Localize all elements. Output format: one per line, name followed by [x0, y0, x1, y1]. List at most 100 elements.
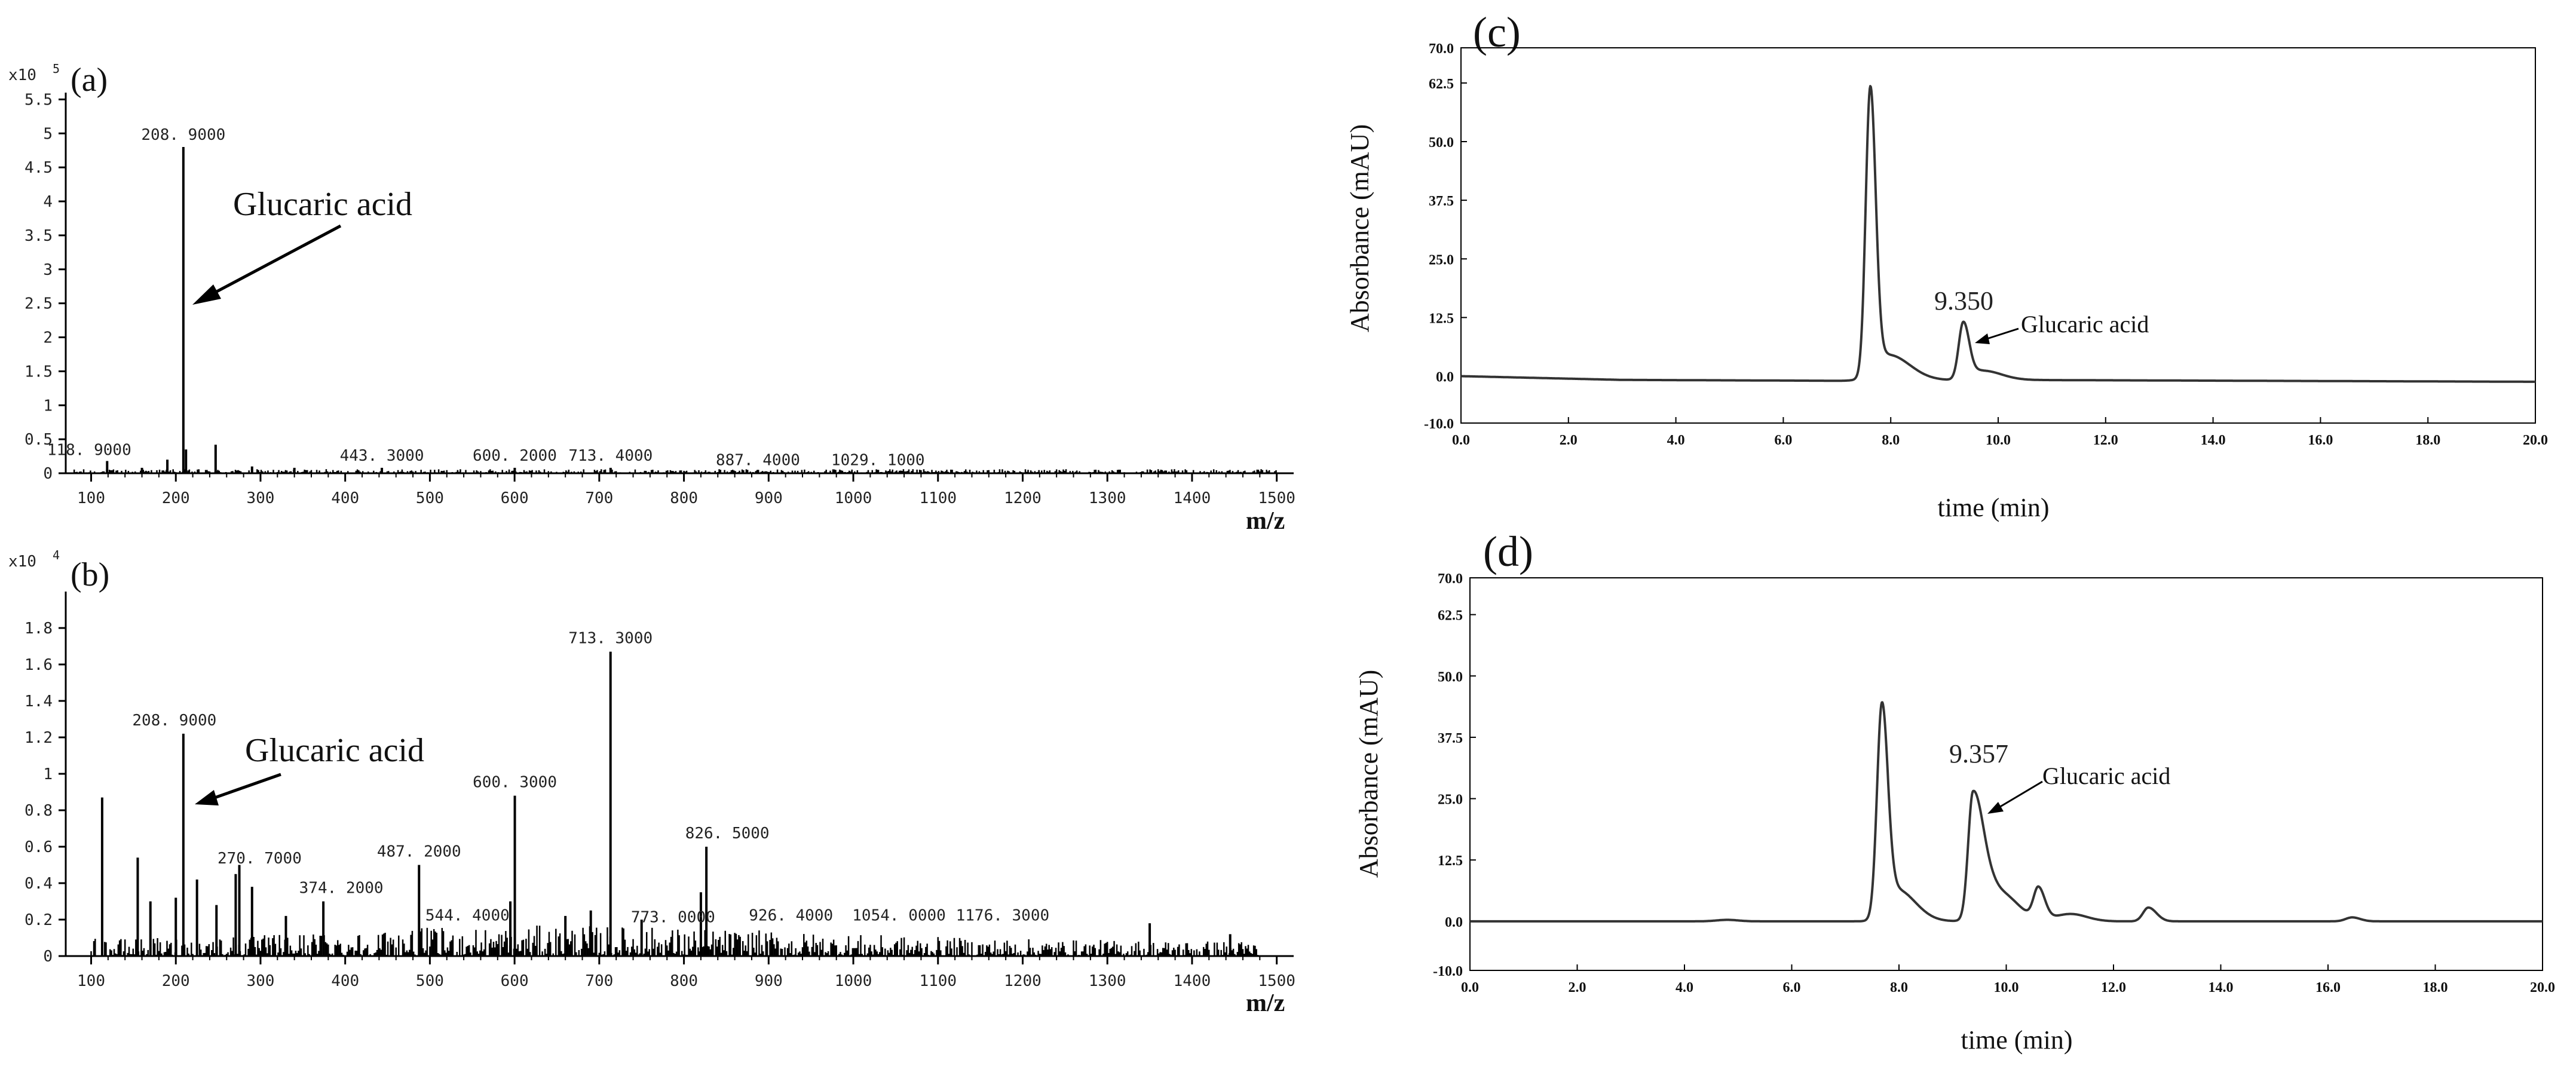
y-tick-label: 0.6 [24, 838, 53, 856]
x-tick-label: 900 [755, 972, 783, 990]
y-tick-label: 50.0 [1438, 669, 1463, 685]
x-tick-label: 700 [585, 972, 613, 990]
x-tick-label: 6.0 [1774, 433, 1792, 448]
y-tick-label: 0.5 [24, 431, 53, 449]
x-tick-label: 400 [331, 972, 359, 990]
y-tick-label: 0.8 [24, 802, 53, 820]
panel-d-label: (d) [1483, 528, 1533, 575]
x-tick-label: 300 [246, 972, 274, 990]
x-tick-label: 800 [670, 489, 698, 507]
panel-c-x-ticks: 0.0 2.0 4.0 6.0 8.0 10.0 12.0 14.0 16.0 18.0 20.0 [1452, 417, 2548, 448]
panel-d-retention-label: 9.357 [1949, 739, 2008, 768]
y-tick-label: 1.5 [24, 363, 53, 381]
x-tick-label: 1500 [1258, 489, 1295, 507]
panel-a-noise-bars [73, 469, 1277, 473]
panel-d-trace-line [1469, 701, 2544, 923]
y-tick-label: 25.0 [1438, 792, 1463, 808]
panel-b-scale-exponent: 4 [53, 548, 60, 562]
x-tick-label: 200 [162, 972, 190, 990]
peak-label: 544. 4000 [425, 906, 510, 924]
panel-a-peak-bars [106, 147, 880, 473]
panel-b-annotation-arrowhead [195, 790, 219, 805]
panel-b-peak-labels: 208. 9000 713. 3000 600. 3000 826. 5000 487.… [132, 630, 1049, 927]
panel-c-trace-line [1460, 85, 2537, 383]
y-tick-label: 0 [43, 465, 53, 483]
peak-label: 1176. 3000 [956, 906, 1050, 924]
y-tick-label: 12.5 [1438, 853, 1463, 869]
peak-label: 443. 3000 [340, 447, 424, 465]
y-tick-label: 5 [43, 125, 53, 143]
panel-b-scale-label: x10 [8, 553, 36, 571]
x-tick-label: 900 [755, 489, 783, 507]
panel-d-x-ticks: 0.0 2.0 4.0 6.0 8.0 10.0 12.0 14.0 16.0 18.0 20.0 [1461, 964, 2555, 995]
peak-label: 713. 4000 [568, 447, 653, 465]
panel-c-annotation-arrowhead [1975, 333, 1990, 344]
y-tick-label: 37.5 [1429, 194, 1454, 209]
panel-a-mass-spectrum: (a) x10 5 0 0.5 1 1.5 2 2.5 3 3.5 4 4.5 5 5.5 100 20… [8, 62, 1295, 535]
y-tick-label: 0.4 [24, 875, 53, 893]
panel-a-annotation: Glucaric acid [233, 186, 412, 223]
panel-b-y-ticks: 0 0.2 0.4 0.6 0.8 1 1.2 1.4 1.6 1.8 [24, 620, 66, 966]
y-tick-label: 25.0 [1429, 252, 1454, 268]
y-tick-label: 62.5 [1438, 608, 1463, 624]
y-tick-label: 0 [43, 948, 53, 966]
peak-label: 713. 3000 [568, 630, 653, 648]
y-tick-label: 2 [43, 329, 53, 347]
y-tick-label: 5.5 [24, 91, 53, 109]
x-tick-label: 4.0 [1676, 980, 1693, 995]
x-tick-label: 300 [246, 489, 274, 507]
y-tick-label: 0.2 [24, 911, 53, 929]
panel-b-peak-bars [100, 651, 1232, 956]
peak-label: 600. 2000 [473, 447, 557, 465]
panel-c-label: (c) [1473, 8, 1521, 56]
x-tick-label: 100 [77, 972, 105, 990]
peak-label: 118. 9000 [47, 442, 131, 460]
x-tick-label: 1200 [1004, 489, 1042, 507]
peak-label: 1029. 1000 [831, 451, 925, 469]
y-tick-label: 70.0 [1438, 571, 1463, 587]
x-tick-label: 0.0 [1461, 980, 1479, 995]
y-tick-label: 4 [43, 193, 53, 211]
x-tick-label: 0.0 [1452, 433, 1470, 448]
panel-c-annotation: Glucaric acid [2021, 311, 2149, 338]
peak-label: 600. 3000 [473, 774, 557, 792]
y-tick-label: 12.5 [1429, 311, 1454, 326]
panel-a-x-axis-label: m/z [1246, 507, 1285, 535]
y-tick-label: -10.0 [1424, 416, 1454, 432]
panel-b-mass-spectrum: (b) x10 4 0 0.2 0.4 0.6 0.8 1 1.2 1.4 1.6 1.8 100… [8, 548, 1295, 1017]
peak-label: 826. 5000 [685, 825, 770, 843]
peak-label: 887. 4000 [716, 451, 800, 469]
panel-d-annotation-arrowhead [1987, 802, 2004, 814]
y-tick-label: 1.2 [24, 729, 53, 747]
x-tick-label: 16.0 [2308, 433, 2333, 448]
panel-d-chromatogram: (d) -10.00.012.525.037.550.062.570.0 0.0… [1354, 528, 2555, 1055]
panel-d-annotation: Glucaric acid [2042, 762, 2170, 789]
panel-c-annotation-arrow [1984, 327, 2019, 341]
x-tick-label: 200 [162, 489, 190, 507]
y-tick-label: 1 [43, 397, 53, 415]
panel-b-label: (b) [71, 556, 109, 593]
panel-c-y-axis-label: Absorbance (mAU) [1345, 124, 1374, 332]
x-tick-label: 400 [331, 489, 359, 507]
peak-label: 1054. 0000 [852, 906, 946, 924]
y-tick-label: 3 [43, 261, 53, 279]
panel-a-peak-labels: 208. 9000 118. 9000 443. 3000 600. 2000 713.… [47, 126, 925, 469]
panel-c-chromatogram: (c) -10.00.012.525.037.550.062.570.0 0.0… [1345, 8, 2548, 522]
x-tick-label: 12.0 [2093, 433, 2118, 448]
y-tick-label: 37.5 [1438, 731, 1463, 746]
x-tick-label: 1300 [1089, 972, 1126, 990]
x-tick-label: 600 [501, 972, 529, 990]
x-tick-label: 10.0 [1986, 433, 2011, 448]
x-tick-label: 1000 [835, 972, 872, 990]
y-tick-label: 50.0 [1429, 135, 1454, 151]
y-tick-label: 1.8 [24, 620, 53, 638]
x-tick-label: 8.0 [1882, 433, 1900, 448]
x-tick-label: 1500 [1258, 972, 1295, 990]
x-tick-label: 16.0 [2315, 980, 2341, 995]
y-tick-label: 3.5 [24, 227, 53, 245]
panel-b-annotation-arrow [206, 773, 281, 802]
panel-a-y-ticks: 0 0.5 1 1.5 2 2.5 3 3.5 4 4.5 5 5.5 [24, 91, 66, 483]
y-tick-label: 62.5 [1429, 76, 1454, 92]
y-tick-label: 1.6 [24, 656, 53, 674]
